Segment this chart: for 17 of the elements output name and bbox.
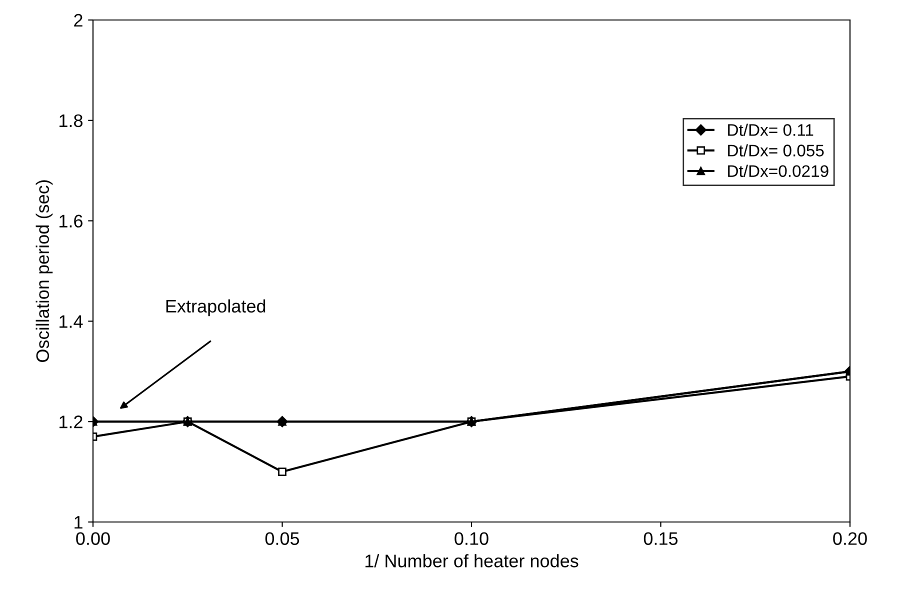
y-tick-label: 1.4 [60, 315, 83, 328]
x-tick-label: 0.20 [833, 532, 867, 545]
legend-label: Dt/Dx= 0.11 [728, 124, 814, 136]
x-tick-label: 0.00 [76, 532, 110, 545]
legend-label: Dt/Dx= 0.055 [728, 144, 824, 156]
y-axis-title: Oscillation period (sec) [36, 180, 53, 362]
x-tick-label: 0.10 [454, 532, 488, 545]
x-tick-label: 0.05 [265, 532, 300, 545]
y-tick-label: 1 [74, 516, 82, 529]
y-tick-label: 1.2 [60, 416, 82, 428]
x-tick-label: 0.15 [644, 532, 678, 545]
y-tick-label: 1.6 [60, 214, 82, 228]
legend-label: Dt/Dx=0.0219 [728, 164, 828, 178]
x-axis-title: 1/ Number of heater nodes [365, 554, 578, 568]
y-tick-label: 1.8 [60, 114, 82, 128]
annotation: Extrapolated [166, 299, 266, 316]
y-tick-label: 2 [74, 14, 82, 27]
